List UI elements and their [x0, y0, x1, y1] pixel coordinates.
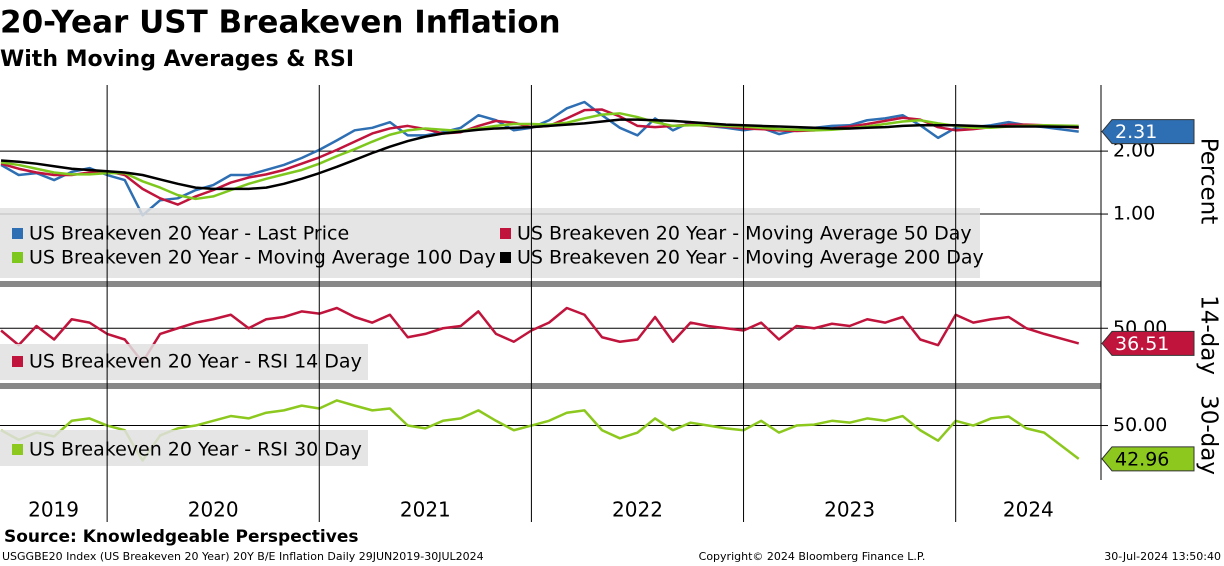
x-tick-label: 2023 [824, 498, 875, 522]
legend-swatch [12, 444, 23, 455]
legend-label: US Breakeven 20 Year - RSI 30 Day [29, 439, 362, 461]
x-tick-label: 2020 [188, 498, 239, 522]
footer-description: USGGBE20 Index (US Breakeven 20 Year) 20… [2, 550, 484, 563]
legend-label: US Breakeven 20 Year - Moving Average 10… [29, 247, 496, 269]
panel-separator [0, 383, 1101, 389]
last-value-label: 2.31 [1115, 121, 1157, 143]
legend-box [0, 344, 368, 380]
footer-timestamp: 30-Jul-2024 13:50:40 [1104, 550, 1221, 563]
last-value-tag [1101, 446, 1195, 472]
x-tick-label: 2021 [400, 498, 451, 522]
legend-swatch [500, 252, 511, 263]
chart-title: 20-Year UST Breakeven Inflation [0, 5, 561, 41]
legend-swatch [12, 252, 23, 263]
last-value-label: 42.96 [1115, 448, 1169, 470]
legend-swatch [12, 228, 23, 239]
legend-swatch [500, 228, 511, 239]
panel-separator [0, 281, 1101, 287]
legend-swatch [12, 356, 23, 367]
y-tick-label: 50.00 [1113, 414, 1167, 436]
legend-label: US Breakeven 20 Year - Moving Average 50… [517, 223, 972, 245]
y-axis-label: 30-day [1196, 395, 1222, 475]
y-tick-label: 2.00 [1113, 140, 1155, 162]
last-value-label: 36.51 [1115, 333, 1169, 355]
source: Source: Knowledgeable Perspectives [4, 527, 359, 547]
legend-box [0, 208, 980, 278]
y-tick-label: 1.00 [1113, 203, 1155, 225]
legend-label: US Breakeven 20 Year - Moving Average 20… [517, 247, 984, 269]
x-tick-label: 2022 [612, 498, 663, 522]
last-value-tag [1101, 330, 1195, 356]
chart-subtitle: With Moving Averages & RSI [0, 47, 354, 72]
last-value-tag [1101, 119, 1195, 145]
x-tick-label: 2019 [28, 498, 79, 522]
x-tick-label: 2024 [1003, 498, 1054, 522]
legend-box [0, 430, 368, 466]
footer-copyright: Copyright© 2024 Bloomberg Finance L.P. [699, 550, 926, 563]
y-axis-label: Percent [1196, 138, 1222, 225]
legend-label: US Breakeven 20 Year - RSI 14 Day [29, 351, 362, 373]
legend-label: US Breakeven 20 Year - Last Price [29, 223, 349, 245]
y-axis-label: 14-day [1196, 295, 1222, 375]
